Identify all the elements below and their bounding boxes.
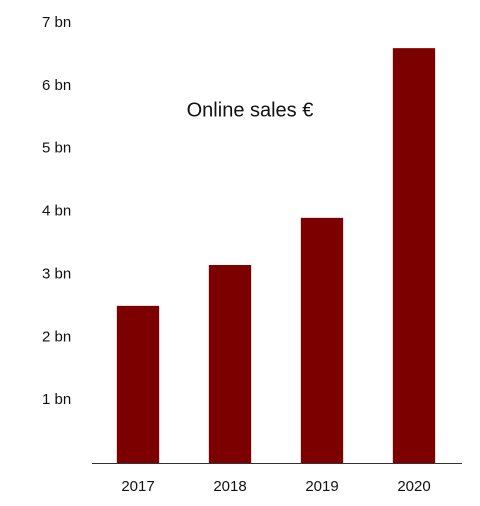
y-tick-label: 2 bn <box>42 328 71 345</box>
bar <box>300 217 344 463</box>
chart-title: Online sales € <box>187 99 314 121</box>
bar <box>116 305 160 463</box>
x-tick-label: 2017 <box>121 478 154 495</box>
y-tick-label: 5 bn <box>42 140 71 157</box>
y-tick-label: 7 bn <box>42 14 71 31</box>
y-tick-label: 6 bn <box>42 77 71 94</box>
bar <box>392 48 436 464</box>
bar <box>208 265 252 463</box>
y-tick-label: 1 bn <box>42 391 71 408</box>
y-tick-label: 3 bn <box>42 265 71 282</box>
x-tick-label: 2018 <box>213 478 246 495</box>
y-tick-label: 4 bn <box>42 203 71 220</box>
x-tick-label: 2020 <box>397 478 430 495</box>
x-tick-label: 2019 <box>305 478 338 495</box>
